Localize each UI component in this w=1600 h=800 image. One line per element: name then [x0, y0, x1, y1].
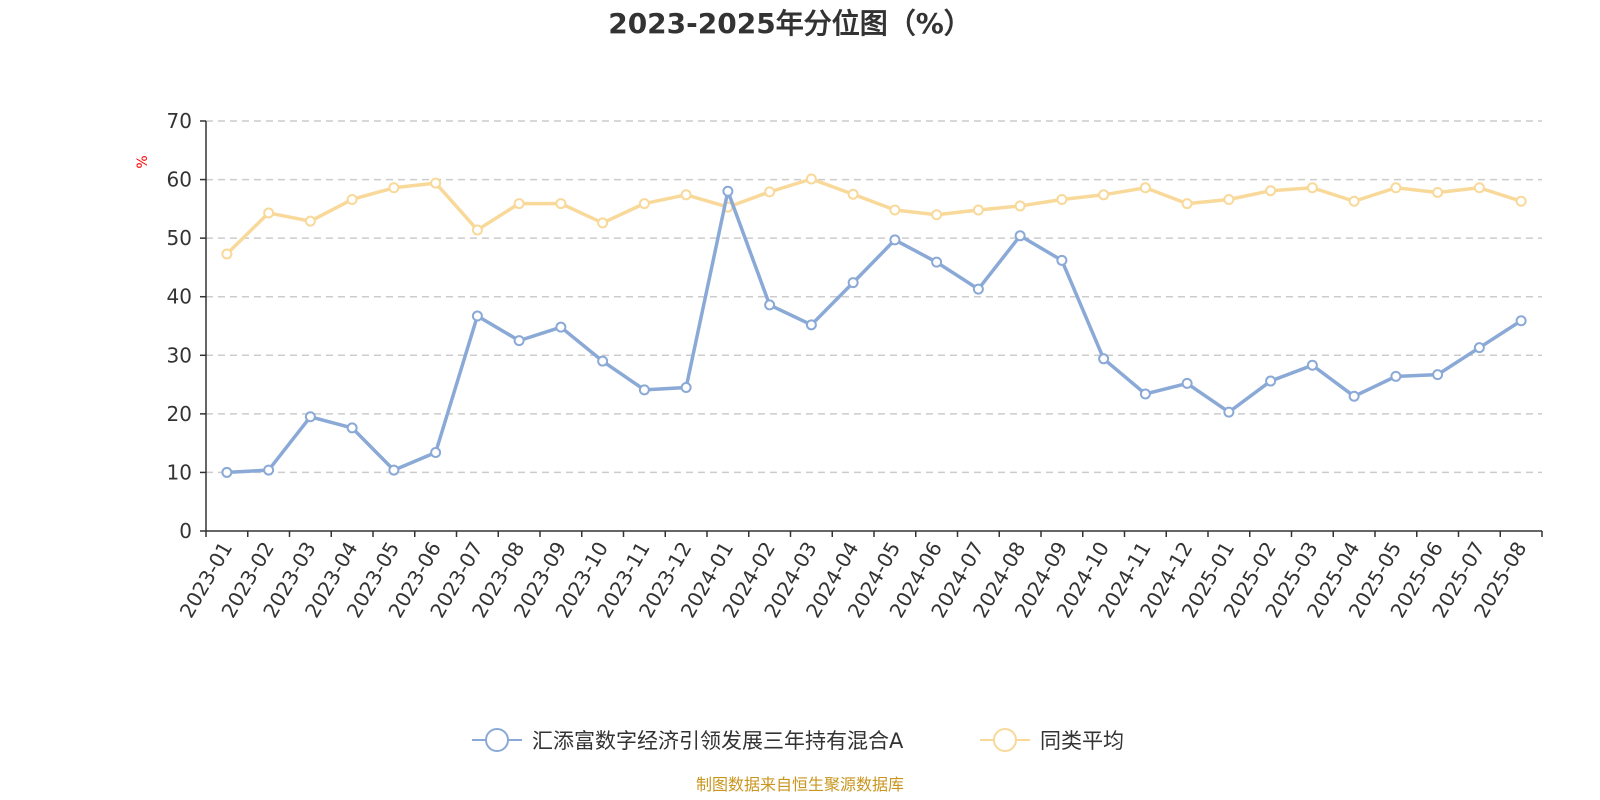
data-point [847, 188, 859, 200]
data-point [1348, 195, 1360, 207]
data-source-note: 制图数据来自恒生聚源数据库 [696, 775, 904, 794]
data-point [1348, 390, 1360, 402]
data-point [1014, 230, 1026, 242]
y-tick-label: 0 [179, 519, 192, 543]
data-point [1515, 195, 1527, 207]
data-point [346, 422, 358, 434]
data-point [513, 335, 525, 347]
series-fund [221, 185, 1527, 478]
data-point [1181, 198, 1193, 210]
data-point [430, 177, 442, 189]
data-point [764, 186, 776, 198]
data-point [1432, 369, 1444, 381]
data-point [1098, 353, 1110, 365]
legend-marker [485, 728, 509, 752]
data-point [638, 198, 650, 210]
data-point [263, 464, 275, 476]
data-point [680, 382, 692, 393]
data-point [1432, 186, 1444, 198]
data-point [805, 173, 817, 185]
data-point [1265, 375, 1277, 387]
data-point [847, 277, 859, 289]
legend-item[interactable]: 汇添富数字经济引领发展三年持有混合A [472, 728, 904, 753]
data-point [638, 384, 650, 396]
data-point [1515, 315, 1527, 327]
y-tick-label: 70 [167, 109, 192, 133]
data-point [471, 310, 483, 322]
data-point [972, 283, 984, 295]
data-point [1056, 193, 1068, 205]
data-point [889, 234, 901, 246]
data-point [889, 204, 901, 216]
data-point [346, 193, 358, 205]
data-point [931, 209, 943, 221]
legend-marker [993, 728, 1017, 752]
data-point [1390, 182, 1402, 194]
series-peer-average [221, 173, 1527, 260]
data-point [722, 185, 734, 197]
data-point [1181, 377, 1193, 389]
data-point [471, 224, 483, 236]
data-point [1139, 182, 1151, 194]
data-point [1390, 370, 1402, 382]
y-tick-label: 20 [167, 402, 192, 426]
data-point [805, 319, 817, 331]
y-tick-label: 40 [167, 285, 192, 309]
grid-lines [206, 120, 1542, 474]
data-point [1223, 406, 1235, 418]
series-line [225, 177, 1523, 256]
y-axis-unit: % [135, 155, 151, 168]
data-point [430, 447, 442, 459]
data-point [1139, 388, 1151, 400]
legend[interactable]: 汇添富数字经济引领发展三年持有混合A 同类平均 [472, 728, 1124, 753]
data-point [221, 248, 233, 260]
data-point [513, 198, 525, 210]
data-point [597, 355, 609, 367]
data-point [221, 466, 233, 478]
y-tick-label: 30 [167, 343, 192, 367]
data-point [555, 321, 567, 333]
data-point [304, 411, 316, 423]
y-tick-label: 50 [167, 226, 192, 250]
data-point [263, 207, 275, 219]
data-point [1056, 254, 1068, 266]
data-point [1098, 189, 1110, 201]
data-point [1306, 182, 1318, 194]
data-point [304, 215, 316, 227]
series-lines [221, 173, 1527, 478]
data-point [680, 189, 692, 201]
data-point [931, 256, 943, 268]
legend-label: 同类平均 [1040, 729, 1124, 753]
data-point [1306, 359, 1318, 371]
data-point [1223, 193, 1235, 205]
y-tick-label: 10 [167, 460, 192, 484]
legend-label: 汇添富数字经济引领发展三年持有混合A [532, 729, 904, 753]
data-point [972, 204, 984, 216]
data-point [764, 299, 776, 311]
data-point [388, 182, 400, 194]
chart-title: 2023-2025年分位图（%） [608, 7, 972, 40]
data-point [1014, 200, 1026, 212]
data-point [555, 198, 567, 210]
data-point [1473, 182, 1485, 194]
data-point [388, 464, 400, 476]
legend-item[interactable]: 同类平均 [980, 728, 1124, 753]
data-point [1473, 342, 1485, 354]
series-line [225, 189, 1523, 475]
axes: 0102030405060702023-012023-022023-032023… [167, 109, 1543, 622]
y-tick-label: 60 [167, 168, 192, 192]
data-point [1265, 185, 1277, 197]
data-point [597, 217, 609, 229]
